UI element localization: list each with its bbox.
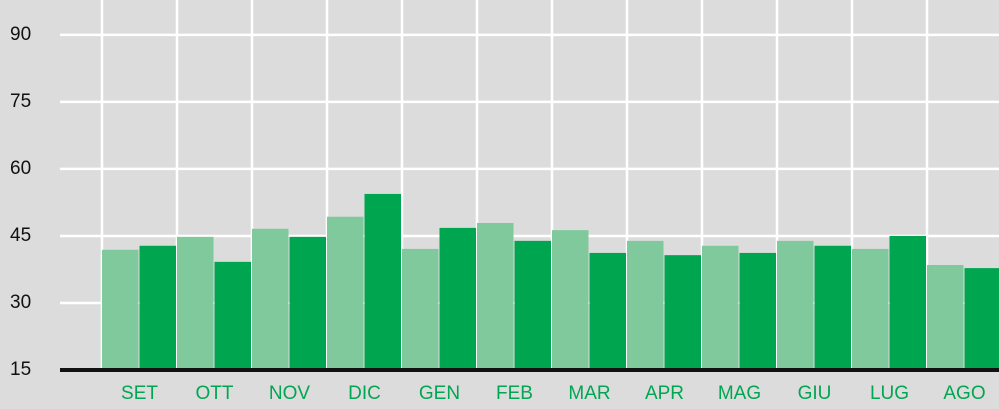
bar (139, 245, 176, 370)
bar (589, 252, 626, 370)
bar (327, 216, 364, 370)
bar (664, 255, 701, 370)
bar (627, 240, 664, 370)
y-tick-label: 15 (10, 359, 31, 380)
bar (289, 236, 326, 370)
y-tick-label: 60 (10, 158, 31, 179)
x-tick-label: OTT (196, 383, 234, 404)
x-tick-label: AGO (943, 383, 985, 404)
bar (927, 264, 964, 370)
y-tick-label: 75 (10, 91, 31, 112)
x-tick-label: NOV (269, 383, 311, 404)
bar (477, 222, 514, 370)
bar (402, 248, 439, 370)
bar (214, 261, 251, 370)
bar (739, 252, 776, 370)
bar (889, 235, 926, 370)
bar (852, 248, 889, 370)
x-tick-label: DIC (348, 383, 381, 404)
y-tick-label: 90 (10, 24, 31, 45)
bar (439, 227, 476, 370)
bar (514, 240, 551, 370)
y-tick-label: 45 (10, 225, 31, 246)
y-tick-label: 30 (10, 292, 31, 313)
x-tick-label: FEB (496, 383, 533, 404)
x-tick-label: MAG (718, 383, 761, 404)
bar (964, 268, 999, 370)
bar (252, 228, 289, 370)
bar (364, 193, 401, 370)
x-tick-label: SET (121, 383, 158, 404)
x-tick-label: GIU (798, 383, 832, 404)
bar (777, 240, 814, 370)
bar (702, 245, 739, 370)
bar (552, 230, 589, 370)
x-tick-label: GEN (419, 383, 460, 404)
bar (814, 245, 851, 370)
x-tick-label: MAR (568, 383, 610, 404)
x-tick-label: APR (645, 383, 684, 404)
bar (177, 236, 214, 370)
x-tick-label: LUG (870, 383, 909, 404)
bar (102, 249, 139, 370)
